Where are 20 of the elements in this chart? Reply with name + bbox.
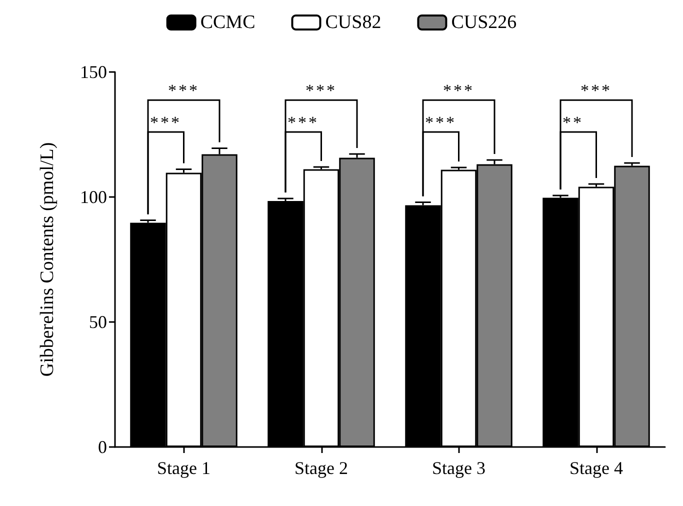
legend-label: CUS226	[451, 12, 517, 33]
y-tick-label: 0	[98, 437, 107, 457]
annotation: ***	[150, 113, 182, 132]
annotation: ***	[443, 81, 474, 100]
annotation: ***	[168, 81, 200, 100]
x-tick-label: Stage 2	[294, 458, 348, 478]
y-tick-label: 100	[80, 187, 107, 207]
annotation: ***	[306, 81, 337, 100]
x-tick-label: Stage 1	[157, 458, 210, 478]
annotation: **	[562, 113, 584, 132]
x-tick-label: Stage 4	[570, 458, 623, 478]
annotation: ***	[580, 81, 612, 100]
annotation: ***	[425, 113, 456, 132]
y-tick-label: 50	[89, 312, 107, 332]
legend-label: CCMC	[200, 12, 256, 33]
annotation: ***	[288, 113, 319, 132]
y-tick-label: 150	[80, 62, 107, 82]
legend-label: CUS82	[325, 12, 382, 33]
y-axis-title: Gibberelins Contents (pmol/L)	[37, 142, 58, 377]
x-tick-label: Stage 3	[432, 458, 486, 478]
